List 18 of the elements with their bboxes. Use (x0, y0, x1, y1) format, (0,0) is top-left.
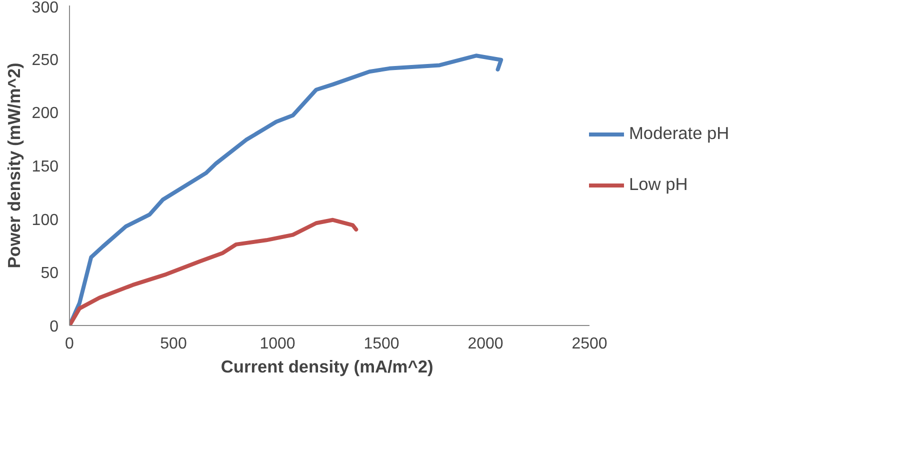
x-tick-label: 2500 (572, 336, 608, 352)
y-tick-label: 0 (50, 318, 59, 336)
y-tick-label: 250 (32, 52, 59, 69)
x-axis-title: Current density (mA/m^2) (220, 356, 434, 376)
y-tick-label: 150 (32, 158, 59, 176)
x-tick-label: 500 (160, 336, 187, 352)
y-tick-label: 50 (40, 265, 59, 282)
y-tick-label: 100 (32, 212, 59, 229)
line-series (70, 218, 358, 326)
x-tick-label: 2000 (468, 336, 504, 352)
legend-label: Low pH (629, 174, 688, 195)
y-tick-label: 200 (32, 105, 59, 122)
legend-label: Moderate pH (629, 123, 730, 144)
x-tick-label: 1000 (260, 336, 296, 352)
y-axis-title: Power density (mW/m^2) (4, 62, 24, 268)
x-tick-label: 1500 (364, 336, 400, 352)
x-tick-label: 0 (65, 336, 74, 352)
y-tick-label: 300 (32, 0, 59, 16)
